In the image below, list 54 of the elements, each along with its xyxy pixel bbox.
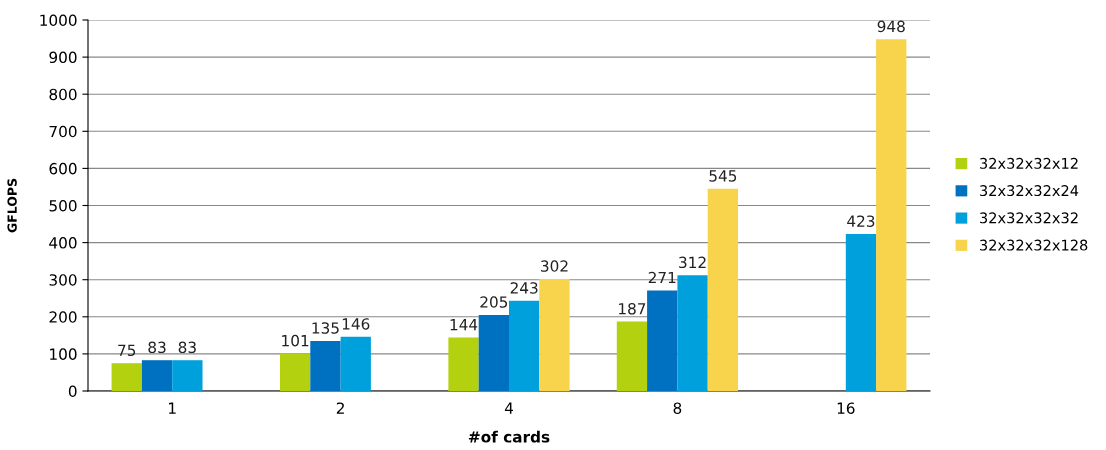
bar [876,39,907,391]
data-label: 101 [282,334,309,347]
y-tick-label: 800 [49,88,77,101]
data-label: 312 [679,256,706,269]
data-label: 187 [619,302,646,315]
x-axis-title: #of cards [468,430,550,443]
bar [141,360,173,391]
bar [509,300,540,391]
y-tick-label: 0 [68,385,77,398]
data-label: 144 [450,319,478,331]
data-label: 83 [178,341,196,354]
data-label: 135 [312,322,339,334]
data-label: 271 [648,271,676,284]
legend-label: 32x32x32x32 [980,212,1078,224]
x-tick-label: 16 [837,402,855,414]
y-tick-label: 300 [49,274,77,286]
bar [478,314,509,391]
y-tick-label: 900 [49,51,77,64]
bar [707,188,739,391]
x-tick-label: 1 [169,402,176,414]
bar [111,363,142,391]
bar [448,337,479,391]
data-label: 205 [480,296,508,308]
y-tick-label: 600 [49,162,77,175]
bar [539,278,570,391]
bar [616,321,648,391]
y-tick-label: 500 [49,199,77,212]
x-tick-label: 2 [336,402,344,414]
bar [647,290,678,391]
bar [172,360,203,391]
data-label: 83 [148,341,166,354]
bar [845,234,877,391]
legend-label: 32x32x32x24 [980,185,1079,197]
x-tick-label: 8 [673,402,682,414]
data-label: 243 [510,282,538,294]
bar [310,340,341,391]
bar [340,336,371,391]
data-label: 75 [118,344,136,357]
y-tick-label: 700 [49,125,77,138]
y-tick-label: 200 [49,311,77,323]
data-label: 423 [847,215,875,227]
y-tick-label: 400 [49,237,77,249]
bar [279,353,311,391]
x-tick-label: 4 [504,402,513,414]
y-tick-label: 1000 [40,14,77,27]
legend-label: 32x32x32x128 [980,239,1088,251]
y-tick-label: 100 [50,348,77,360]
data-label: 302 [541,260,568,272]
legend-label: 32x32x32x12 [980,157,1078,169]
data-label: 948 [877,20,905,33]
bar [677,275,708,391]
data-label: 146 [342,318,370,330]
data-label: 545 [709,170,737,182]
y-axis-title: GFLOPS [7,178,17,233]
